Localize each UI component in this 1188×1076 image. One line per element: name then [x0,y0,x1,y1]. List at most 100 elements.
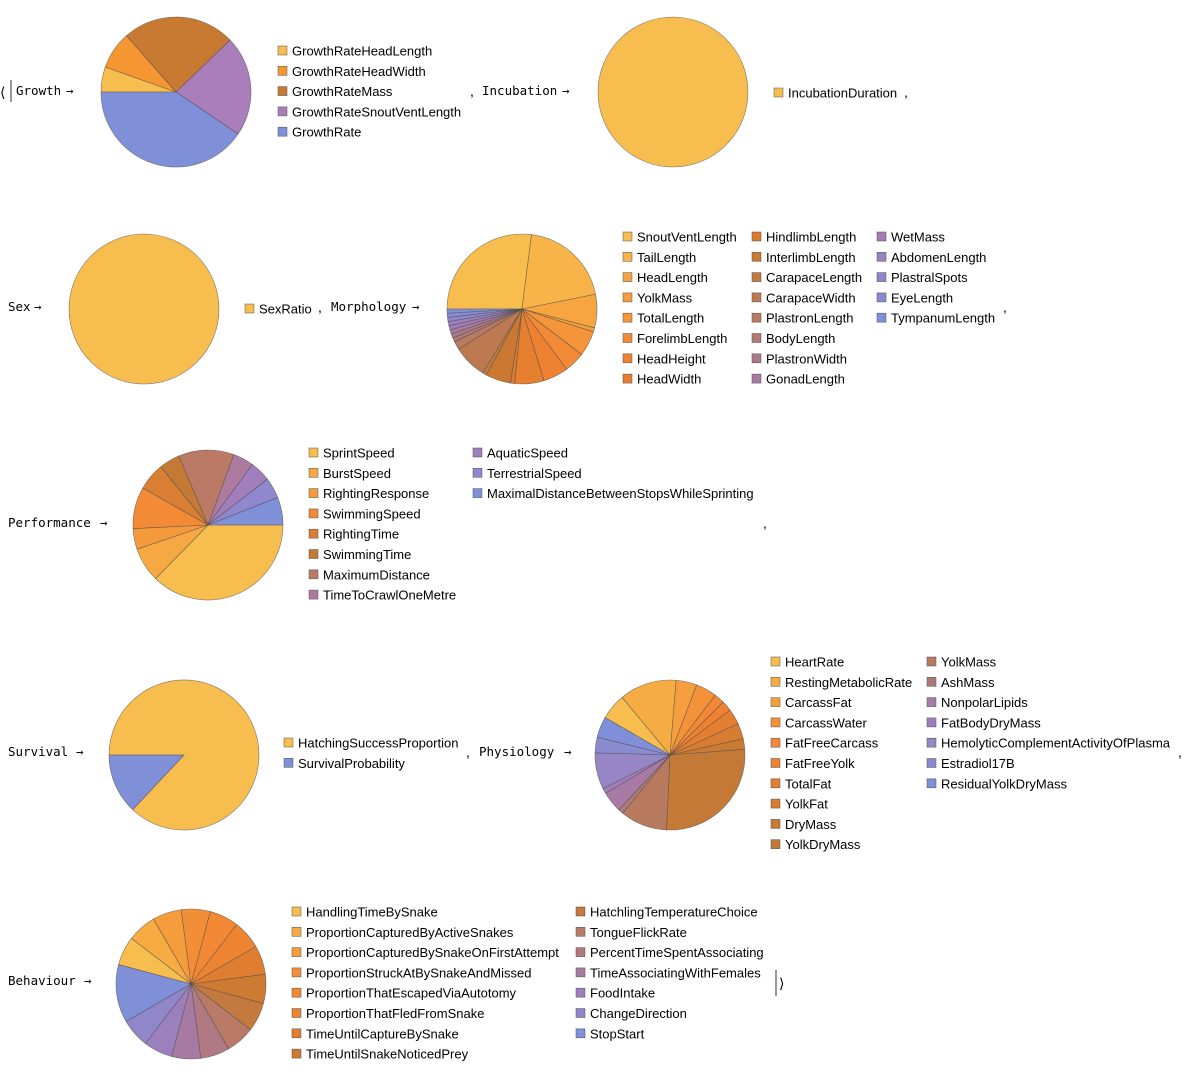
legend-label-interlimb-length: InterlimbLength [766,250,856,265]
legend-swatch [472,447,483,458]
legend-swatch [575,926,586,937]
rule-arrow: → [412,299,420,314]
legend-label-growth-rate-mass: GrowthRateMass [292,84,393,99]
pie-slice-resting-metabolic-rate [621,679,677,756]
legend-label-righting-time: RightingTime [323,527,399,542]
legend-label-plastron-length: PlastronLength [766,311,853,326]
legend-label-head-length: HeadLength [637,270,708,285]
pie-slice-maximal-distance-between-stops-while-sprinting [207,497,284,526]
rule-arrow: → [66,83,74,98]
legend: SnoutVentLength TailLength HeadLength YolkM… [622,230,995,387]
legend-swatch [283,757,294,768]
legend-swatch [770,676,781,687]
legend: HeartRate RestingMetabolicRate CarcassFat C… [770,655,1171,852]
legend-label-proportion-struck-at-by-snake-and-missed: ProportionStruckAtBySnakeAndMissed [306,965,531,980]
pie [132,449,284,601]
legend-label-body-length: BodyLength [766,331,835,346]
legend: GrowthRateHeadLength GrowthRateHeadWidth G… [277,44,461,140]
legend-label-time-associating-with-females: TimeAssociatingWithFemales [590,965,761,980]
legend-swatch [575,947,586,957]
legend: SprintSpeed BurstSpeed RightingResponse Swi… [308,446,754,603]
pie-slice-residual-yolk-dry-mass [596,717,671,756]
legend-label-residual-yolk-dry-mass: ResidualYolkDryMass [941,776,1067,791]
pie [68,233,220,385]
chart-physiology: Physiology → HeartRate RestingMetabolicRate… [479,655,1182,853]
legend-swatch [622,312,633,323]
pie-slice-yolk-dry-mass [666,748,746,831]
legend-swatch [926,778,937,789]
legend-swatch [751,353,762,364]
legend-label-sex-ratio: SexRatio [259,302,312,317]
legend-label-carapace-length: CarapaceLength [766,270,862,285]
pie-slice-growth-rate-mass [126,16,231,93]
pie [594,679,746,831]
legend-label-hemolytic-complement-activity-of-plasma: HemolyticComplementActivityOfPlasma [941,736,1171,751]
legend-swatch [575,1008,586,1018]
legend-swatch [308,467,319,478]
chart-behaviour: Behaviour → HandlingTimeBySnake ProportionC… [8,905,764,1062]
pie-slice-sex-ratio [68,233,220,385]
legend-label-yolk-mass: YolkMass [941,655,997,670]
legend-label-nonpolar-lipids: NonpolarLipids [941,695,1028,710]
legend-label-fat-body-dry-mass: FatBodyDryMass [941,715,1041,730]
legend-label-growth-rate: GrowthRate [292,125,361,140]
legend-swatch [277,66,288,76]
legend-swatch [770,839,781,850]
rule-arrow: → [76,744,84,759]
legend-swatch [308,488,319,498]
legend-label-swimming-speed: SwimmingSpeed [323,506,421,521]
legend-swatch [770,737,781,748]
legend-label-dry-mass: DryMass [785,817,837,832]
chart-performance: Performance → SprintSpeed BurstSpeed Rightin… [8,446,767,603]
rule-arrow: → [100,515,108,530]
legend-swatch [277,106,288,117]
legend-swatch [291,926,302,937]
legend-label-forelimb-length: ForelimbLength [637,331,727,346]
separator-comma: , [1178,744,1182,760]
legend-swatch [751,292,762,303]
pie-slice-stop-start [115,964,192,1022]
rule-arrow: → [562,83,570,98]
legend-label-eye-length: EyeLength [891,290,953,305]
legend-swatch [291,1028,302,1039]
legend-label-proportion-that-escaped-via-autotomy: ProportionThatEscapedViaAutotomy [306,986,517,1001]
legend-label-tympanum-length: TympanumLength [891,311,995,326]
rule-key-survival: Survival [8,744,68,759]
legend-swatch [751,272,762,282]
rule-key-behaviour: Behaviour [8,973,76,988]
separator-comma: , [1003,299,1007,315]
legend-swatch [308,447,319,458]
legend: HandlingTimeBySnake ProportionCapturedByA… [291,905,764,1062]
legend-label-carcass-fat: CarcassFat [785,695,852,710]
legend-label-food-intake: FoodIntake [590,986,655,1001]
rule-key-morphology: Morphology [331,299,407,314]
legend-label-fat-free-yolk: FatFreeYolk [785,756,855,771]
legend-swatch [308,528,319,539]
legend-swatch [291,1008,302,1018]
pie-slice-sprint-speed [155,524,284,601]
legend-swatch [308,549,319,559]
legend-swatch [622,252,633,262]
legend-label-handling-time-by-snake: HandlingTimeBySnake [306,905,438,920]
legend-label-plastral-spots: PlastralSpots [891,270,968,285]
legend-swatch [751,231,762,242]
legend-label-stop-start: StopStart [590,1026,645,1041]
legend-label-estradiol17-b: Estradiol17B [941,756,1015,771]
legend-label-wet-mass: WetMass [891,230,945,245]
association-open-bracket: ⟨ [0,84,5,100]
legend-label-growth-rate-head-width: GrowthRateHeadWidth [292,64,426,79]
legend-swatch [926,717,937,728]
pie-slice-growth-rate-snout-vent-length [175,39,252,135]
legend-swatch [472,467,483,478]
legend-swatch [770,758,781,768]
legend-label-carapace-width: CarapaceWidth [766,290,856,305]
legend-label-hatching-success-proportion: HatchingSuccessProportion [298,736,458,751]
legend-swatch [308,569,319,580]
legend-swatch [751,252,762,262]
legend-swatch [472,488,483,498]
pie-slice-tympanum-length [446,308,523,314]
legend-swatch [622,333,633,343]
pie-slice-growth-rate [100,91,239,168]
legend-label-maximum-distance: MaximumDistance [323,567,430,582]
legend-swatch [308,589,319,600]
